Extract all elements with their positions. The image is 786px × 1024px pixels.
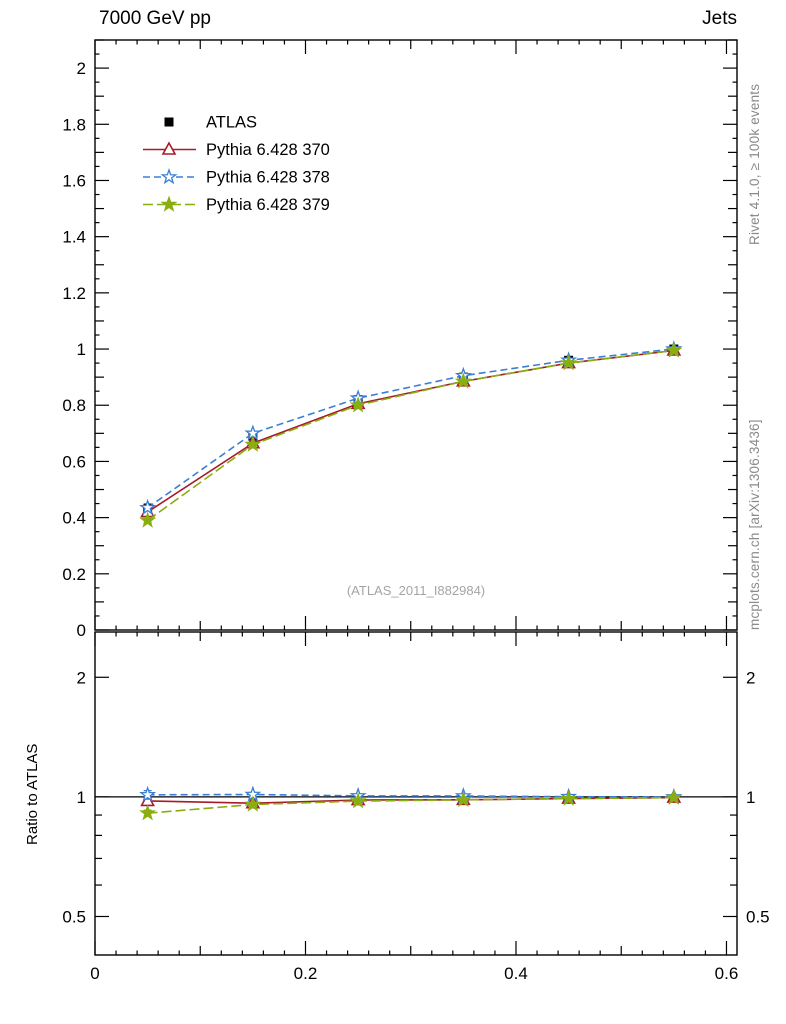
series-pythia-6.428-379: [139, 341, 683, 821]
ratio-frame: [94, 631, 738, 956]
series-pythia-6.428-378: [139, 340, 683, 805]
ratio-y-tick-label-right: 1: [746, 788, 755, 807]
main-y-tick-label: 1: [77, 340, 86, 359]
data-marker-star: [139, 785, 157, 803]
data-marker-star: [160, 195, 178, 212]
data-marker-star: [139, 511, 157, 528]
legend-label: Pythia 6.428 370: [206, 141, 330, 159]
main-y-tick-label: 0.8: [62, 396, 86, 415]
plot-title-analysis: Jets: [702, 8, 737, 29]
ratio-y-tick-label-right: 0.5: [746, 907, 770, 926]
data-marker-star: [244, 795, 262, 812]
main-y-tick-label: 2: [77, 59, 86, 78]
data-marker-square: [164, 117, 174, 127]
data-marker-triangle: [161, 141, 177, 155]
ratio-y-tick-label: 2: [77, 668, 86, 687]
data-marker-star: [244, 435, 262, 452]
main-y-tick-label: 0.2: [62, 565, 86, 584]
plot-title-beam: 7000 GeV pp: [99, 8, 211, 29]
x-tick-label: 0: [90, 964, 99, 983]
data-marker-star: [560, 789, 578, 806]
series-atlas: [143, 344, 679, 515]
ratio-y-tick-label-right: 2: [746, 668, 755, 687]
main-y-tick-label: 1.4: [62, 228, 86, 247]
data-marker-star: [454, 372, 472, 389]
mcplots-arxiv-label: mcplots.cern.ch [arXiv:1306.3436]: [747, 419, 762, 630]
data-marker-star: [349, 396, 367, 413]
x-tick-label: 0.6: [715, 964, 739, 983]
legend-label: ATLAS: [206, 114, 257, 132]
legend-label: Pythia 6.428 379: [206, 196, 330, 214]
legend-item-atlas: ATLAS: [164, 114, 257, 132]
data-marker-star: [349, 792, 367, 809]
ratio-axis-label: Ratio to ATLAS: [24, 743, 41, 845]
data-marker-star: [665, 788, 683, 805]
series-pythia-6.428-370: [140, 342, 682, 809]
main-y-tick-label: 0: [77, 621, 86, 640]
data-marker-star: [160, 168, 178, 185]
x-tick-label: 0.2: [294, 964, 318, 983]
analysis-id-watermark: (ATLAS_2011_I882984): [346, 583, 486, 598]
data-marker-star: [139, 498, 157, 516]
rivet-version-label: Rivet 4.1.0, ≥ 100k events: [747, 83, 762, 245]
data-marker-star: [560, 354, 578, 371]
main-y-tick-label: 1.2: [62, 284, 86, 303]
main-y-tick-label: 0.6: [62, 452, 86, 471]
data-marker-star: [665, 341, 683, 358]
data-marker-star: [454, 790, 472, 808]
x-tick-label: 0.4: [504, 964, 528, 983]
data-marker-star: [139, 804, 157, 821]
main-y-tick-label: 1.6: [62, 171, 86, 190]
ratio-y-tick-label: 1: [77, 788, 86, 807]
legend-item-pythia-6.428-370: Pythia 6.428 370: [143, 141, 330, 159]
main-frame: [94, 39, 738, 631]
legend-label: Pythia 6.428 378: [206, 169, 330, 187]
ratio-y-tick-label: 0.5: [62, 907, 86, 926]
main-y-tick-label: 1.8: [62, 115, 86, 134]
legend-item-pythia-6.428-379: Pythia 6.428 379: [143, 195, 330, 214]
legend-item-pythia-6.428-378: Pythia 6.428 378: [143, 168, 330, 187]
main-y-tick-label: 0.4: [62, 509, 86, 528]
